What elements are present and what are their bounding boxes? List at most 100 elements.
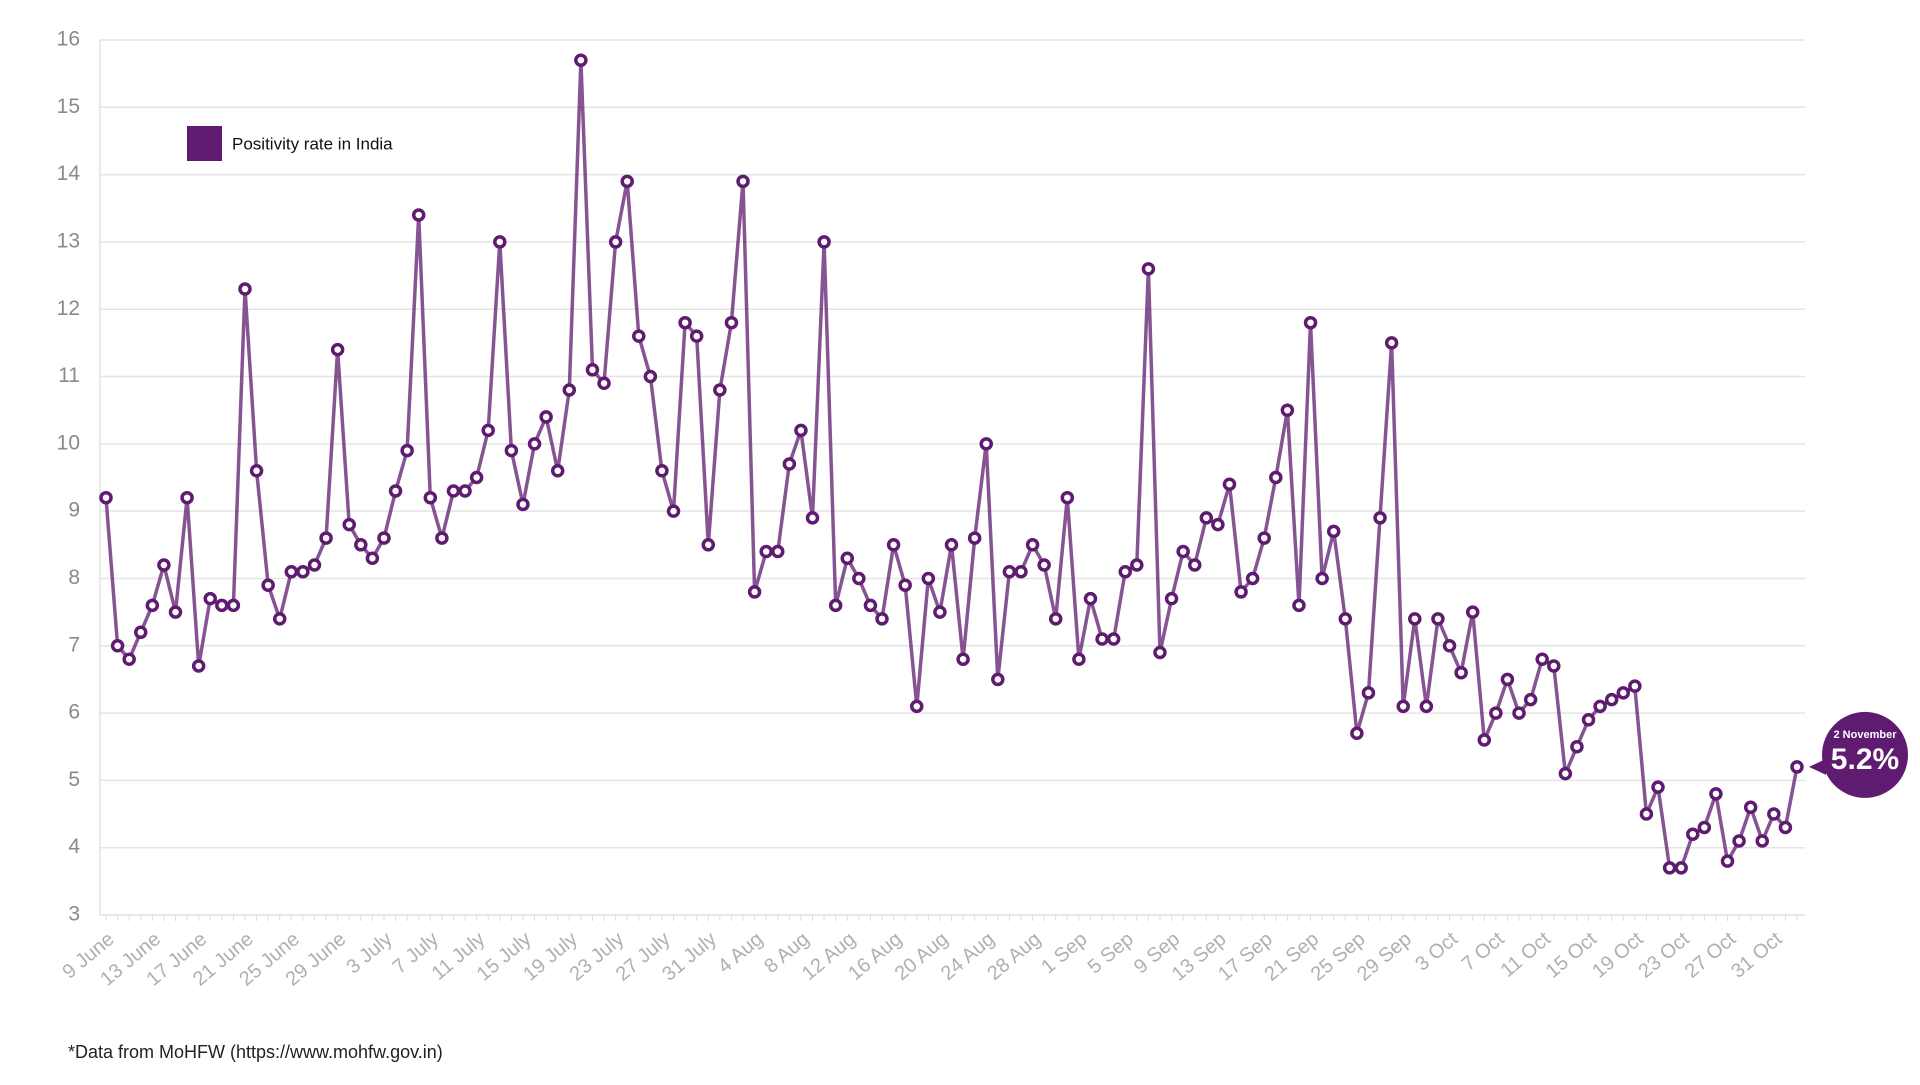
point (1581, 713, 1596, 727)
point (122, 652, 136, 666)
point (1767, 807, 1781, 821)
y-tick-label: 8 (68, 566, 80, 589)
point (1755, 834, 1770, 848)
point (1408, 612, 1422, 626)
point (319, 531, 333, 545)
x-tick-label: 3 July (342, 928, 396, 978)
point (1280, 403, 1295, 417)
point (1616, 686, 1631, 700)
point (1442, 639, 1457, 653)
point (597, 376, 611, 391)
point (145, 598, 160, 613)
point (1361, 686, 1376, 700)
point (1500, 672, 1515, 687)
point (1512, 706, 1526, 720)
point (1396, 699, 1410, 714)
x-tick-label: 19 Oct (1588, 928, 1648, 983)
y-tick-label: 4 (68, 835, 80, 858)
point (898, 578, 912, 592)
point (805, 511, 820, 525)
point (261, 578, 275, 592)
point (701, 538, 716, 552)
point (1732, 834, 1746, 848)
point (828, 598, 843, 613)
point (516, 497, 530, 512)
point (1373, 511, 1387, 525)
point (1674, 861, 1688, 875)
point (1130, 558, 1144, 572)
point (539, 410, 553, 424)
point (886, 538, 901, 552)
point (1477, 733, 1492, 747)
point (110, 639, 125, 653)
point (840, 551, 855, 566)
point (1257, 531, 1271, 545)
point (1743, 800, 1758, 815)
x-tick-label: 3 Oct (1411, 928, 1462, 976)
point (1465, 605, 1480, 619)
point (1037, 558, 1051, 572)
legend-swatch (187, 126, 222, 161)
point (1060, 490, 1075, 505)
point (1187, 558, 1202, 572)
point (1709, 787, 1723, 801)
point (574, 53, 588, 67)
point (1535, 652, 1549, 666)
callout-value: 5.2% (1831, 743, 1899, 776)
point (1604, 692, 1619, 707)
point (1153, 645, 1167, 660)
point (921, 571, 936, 586)
point (527, 437, 542, 451)
point (157, 558, 171, 572)
point (1326, 524, 1341, 539)
point (1234, 585, 1248, 599)
point (724, 315, 739, 330)
point (1095, 632, 1109, 646)
callout-pointer (1809, 758, 1826, 775)
point (910, 699, 924, 714)
point (1384, 336, 1399, 350)
line (104, 58, 1799, 870)
point (226, 598, 241, 613)
point (1199, 511, 1214, 525)
y-tick-label: 15 (57, 95, 80, 118)
point (504, 443, 519, 458)
point (1778, 820, 1793, 835)
point (1245, 571, 1260, 586)
y-tick-label: 9 (68, 499, 80, 522)
y-tick-label: 12 (57, 297, 80, 320)
point (1048, 612, 1063, 626)
point (1489, 706, 1503, 720)
point (1662, 861, 1677, 875)
point (956, 652, 970, 666)
point (933, 605, 947, 619)
x-tick-label: 5 Sep (1084, 928, 1138, 978)
point (1419, 699, 1434, 714)
point (979, 437, 993, 451)
point (238, 282, 252, 296)
point (967, 531, 982, 545)
point (608, 235, 623, 249)
point (354, 538, 368, 552)
point (944, 538, 959, 552)
point (1083, 591, 1098, 606)
y-tick-label: 7 (68, 633, 80, 656)
point (643, 369, 658, 384)
point (203, 591, 217, 606)
point (1025, 538, 1040, 552)
point (388, 484, 403, 498)
point (133, 625, 148, 640)
point (736, 174, 750, 189)
x-tick-label: 4 Aug (714, 928, 767, 978)
point (1570, 739, 1584, 754)
y-tick-label: 6 (68, 701, 80, 724)
point (1686, 827, 1700, 841)
point (585, 363, 600, 377)
point (620, 174, 634, 189)
footnote: *Data from MoHFW (https://www.mohfw.gov.… (68, 1042, 443, 1062)
point (458, 484, 472, 498)
point (759, 544, 773, 559)
point (400, 443, 414, 458)
point (747, 585, 762, 599)
